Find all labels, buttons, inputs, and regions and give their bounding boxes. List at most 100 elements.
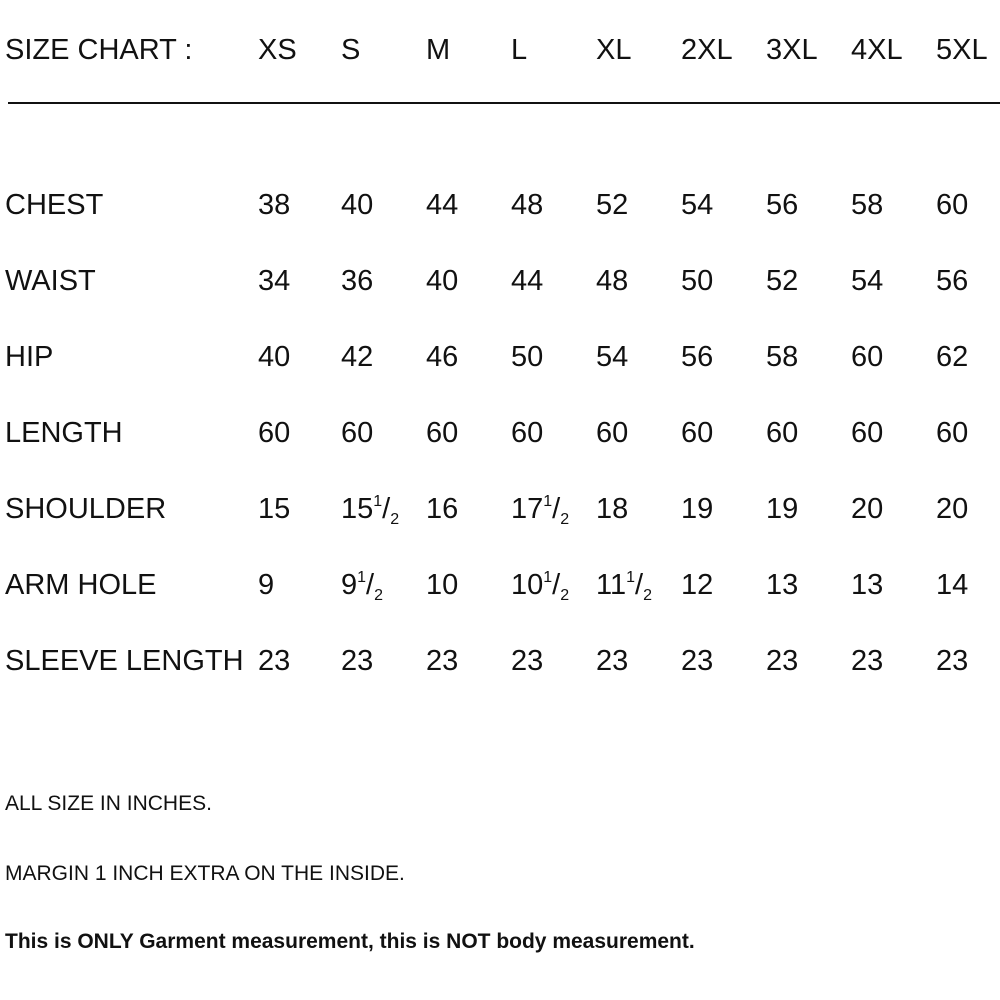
fraction-denominator: 2	[560, 511, 570, 528]
cell-value: 60	[511, 417, 544, 449]
cell-value: 48	[596, 265, 629, 297]
cell-value: 11	[596, 569, 627, 601]
table-row-hip: HIP 40 42 46 50 54 56 58 60 62	[0, 337, 1000, 377]
table-cell: 58	[851, 185, 883, 225]
cell-value: 23	[681, 645, 714, 677]
cell-value: 46	[426, 341, 459, 373]
size-header-2xl: 2XL	[681, 34, 733, 66]
row-label: HIP	[5, 341, 54, 373]
table-cell: 9	[258, 565, 274, 605]
row-label: WAIST	[5, 265, 96, 297]
header-divider	[8, 102, 1000, 104]
fraction-slash: /	[552, 569, 561, 601]
table-cell: 111/2	[596, 565, 652, 605]
size-header-3xl: 3XL	[766, 34, 818, 66]
cell-value: 60	[426, 417, 459, 449]
table-cell: 50	[681, 261, 713, 301]
table-cell: 48	[511, 185, 543, 225]
table-cell: 56	[681, 337, 713, 377]
cell-value: 60	[851, 341, 884, 373]
table-cell: 23	[851, 641, 883, 681]
cell-value: 60	[936, 189, 969, 221]
cell-value: 13	[766, 569, 799, 601]
table-cell: 15	[258, 489, 290, 529]
table-cell: 151/2	[341, 489, 399, 529]
size-header-row: SIZE CHART : XS S M L XL 2XL 3XL 4XL 5XL	[0, 30, 1000, 70]
cell-value: 23	[511, 645, 544, 677]
table-cell: 60	[596, 413, 628, 453]
table-cell: 56	[936, 261, 968, 301]
fraction-denominator: 2	[390, 511, 400, 528]
cell-value: 20	[851, 493, 884, 525]
cell-value: 9	[341, 569, 358, 601]
cell-value: 23	[851, 645, 884, 677]
cell-value: 40	[341, 189, 374, 221]
cell-value: 60	[596, 417, 629, 449]
table-cell: 60	[766, 413, 798, 453]
cell-value: 58	[766, 341, 799, 373]
cell-value: 34	[258, 265, 291, 297]
cell-value: 60	[258, 417, 291, 449]
cell-value: 52	[596, 189, 629, 221]
cell-value: 40	[258, 341, 291, 373]
fraction-numerator: 1	[373, 493, 383, 510]
cell-value: 54	[681, 189, 714, 221]
table-cell: 23	[511, 641, 543, 681]
table-cell: 60	[681, 413, 713, 453]
table-row-chest: CHEST 38 40 44 48 52 54 56 58 60	[0, 185, 1000, 225]
note-garment-measurement: This is ONLY Garment measurement, this i…	[5, 930, 695, 953]
table-cell: 19	[766, 489, 798, 529]
table-cell: 23	[766, 641, 798, 681]
cell-value: 23	[341, 645, 374, 677]
cell-value: 18	[596, 493, 629, 525]
cell-value: 60	[681, 417, 714, 449]
cell-value: 48	[511, 189, 544, 221]
cell-value: 42	[341, 341, 374, 373]
cell-value: 60	[341, 417, 374, 449]
table-cell: 40	[341, 185, 373, 225]
row-label: LENGTH	[5, 417, 123, 449]
fraction-numerator: 1	[543, 493, 553, 510]
cell-value: 36	[341, 265, 374, 297]
size-chart-title: SIZE CHART :	[5, 34, 193, 66]
table-cell: 48	[596, 261, 628, 301]
table-cell: 14	[936, 565, 968, 605]
table-cell: 19	[681, 489, 713, 529]
table-cell: 60	[936, 185, 968, 225]
cell-value: 16	[426, 493, 459, 525]
table-cell: 40	[426, 261, 458, 301]
cell-value: 13	[851, 569, 884, 601]
table-cell: 60	[341, 413, 373, 453]
cell-value: 19	[681, 493, 714, 525]
fraction-slash: /	[382, 493, 391, 525]
table-cell: 60	[851, 337, 883, 377]
cell-value: 23	[766, 645, 799, 677]
cell-value: 19	[766, 493, 799, 525]
cell-value: 60	[766, 417, 799, 449]
cell-value: 54	[851, 265, 884, 297]
size-header-xl: XL	[596, 34, 632, 66]
table-cell: 46	[426, 337, 458, 377]
cell-value: 14	[936, 569, 969, 601]
cell-value: 58	[851, 189, 884, 221]
table-row-length: LENGTH 60 60 60 60 60 60 60 60 60	[0, 413, 1000, 453]
table-cell: 12	[681, 565, 713, 605]
table-cell: 18	[596, 489, 628, 529]
cell-value: 17	[511, 493, 544, 525]
cell-value: 10	[511, 569, 544, 601]
table-cell: 44	[426, 185, 458, 225]
row-label: CHEST	[5, 189, 104, 221]
table-cell: 44	[511, 261, 543, 301]
cell-value: 52	[766, 265, 799, 297]
table-cell: 16	[426, 489, 458, 529]
size-header-l: L	[511, 34, 528, 66]
table-cell: 52	[766, 261, 798, 301]
size-header-4xl: 4XL	[851, 34, 903, 66]
table-cell: 52	[596, 185, 628, 225]
table-cell: 23	[681, 641, 713, 681]
table-cell: 56	[766, 185, 798, 225]
size-header-s: S	[341, 34, 361, 66]
table-cell: 23	[426, 641, 458, 681]
cell-value: 23	[426, 645, 459, 677]
cell-value: 44	[426, 189, 459, 221]
